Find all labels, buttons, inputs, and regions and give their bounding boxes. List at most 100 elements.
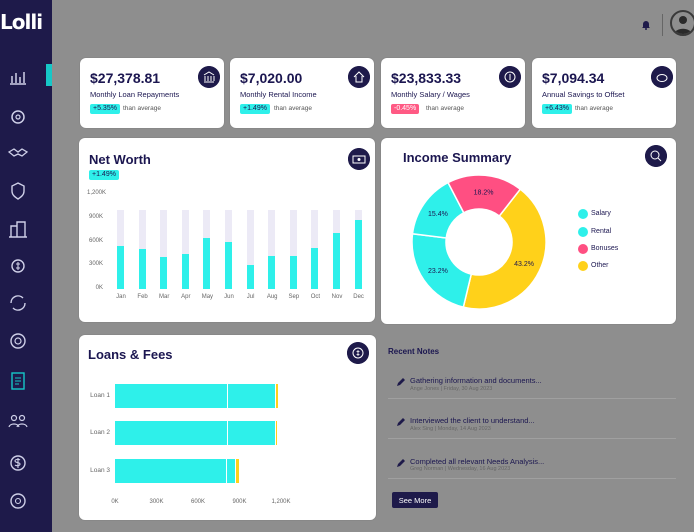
legend-dot-rental xyxy=(578,227,588,237)
team-icon[interactable] xyxy=(7,410,29,432)
x-tick-label: 0K xyxy=(111,499,119,505)
legend-dot-other xyxy=(578,261,588,271)
bar xyxy=(181,254,189,289)
money-icon[interactable] xyxy=(7,255,29,277)
bar xyxy=(354,220,362,289)
income-summary-card: Income Summary 43.2% 23.2% 15.4% 18.2% Sala… xyxy=(381,138,676,324)
legend-label-rental: Rental xyxy=(591,228,612,235)
stat-label: Monthly Salary / Wages xyxy=(391,90,470,99)
note-title[interactable]: Completed all relevant Needs Analysis... xyxy=(410,457,545,466)
stat-card-salary-wages: $23,833.33 Monthly Salary / Wages -0.45%… xyxy=(381,58,525,128)
money-search-icon[interactable] xyxy=(645,145,667,167)
bar xyxy=(289,255,297,289)
x-tick-label: Oct xyxy=(310,294,321,300)
x-tick-label: Apr xyxy=(181,294,191,300)
y-tick-label: 600K xyxy=(88,237,103,244)
note-meta: Alex Sing | Monday, 14 Aug 2023 xyxy=(410,426,491,432)
bar xyxy=(117,246,124,289)
sidebar: Lolli xyxy=(0,0,52,532)
x-tick-label: Mar xyxy=(159,294,170,300)
target-icon[interactable] xyxy=(7,330,29,352)
x-tick-label: Feb xyxy=(137,294,148,300)
bar-chart-icon[interactable] xyxy=(7,66,29,88)
donut-label-salary: 23.2% xyxy=(428,268,448,275)
donut-label-bonuses: 18.2% xyxy=(474,190,494,197)
y-tick-label: Loan 2 xyxy=(90,429,110,436)
trend-badge: +6.43% xyxy=(542,104,572,114)
sidebar-active-indicator xyxy=(46,64,52,86)
dollar-settings-icon[interactable] xyxy=(7,490,29,512)
stat-label: Monthly Loan Repayments xyxy=(90,90,180,99)
loan-bar-segment xyxy=(275,421,277,445)
net-worth-card: Net Worth +1.49% 0K 300K 600K 900K 1,200K Jan… xyxy=(79,138,375,322)
trend-badge: -0.45% xyxy=(391,104,420,114)
income-donut-chart: 43.2% 23.2% 15.4% 18.2% xyxy=(411,174,547,310)
than-average-text: than average xyxy=(123,105,161,112)
than-average-text: than average xyxy=(426,105,464,112)
note-divider xyxy=(388,438,676,439)
note-meta: Greg Norman | Wednesday, 16 Aug 2023 xyxy=(410,466,511,472)
stat-label: Monthly Rental Income xyxy=(240,90,317,99)
loan-bar-segment xyxy=(275,384,279,408)
y-tick-label: 0K xyxy=(95,285,103,291)
bar xyxy=(225,241,232,289)
x-tick-label: Jul xyxy=(246,294,255,300)
bar xyxy=(203,238,211,289)
loan-bar-segment xyxy=(115,459,226,483)
dollar-icon[interactable] xyxy=(7,452,29,474)
bar-background xyxy=(246,209,254,289)
shield-icon[interactable] xyxy=(7,180,29,202)
than-average-text: than average xyxy=(575,105,613,112)
bar-background xyxy=(268,209,276,289)
y-tick-label: 900K xyxy=(88,213,103,220)
x-tick-label: Dec xyxy=(353,294,364,300)
bar xyxy=(246,265,254,289)
stat-value: $27,378.81 xyxy=(90,70,161,86)
stat-card-rental-income: $7,020.00 Monthly Rental Income +1.49% t… xyxy=(230,58,374,128)
bank-icon xyxy=(198,66,220,88)
x-tick-label: 600K xyxy=(190,499,205,505)
bar-background xyxy=(289,209,297,289)
recent-notes-title: Recent Notes xyxy=(388,347,440,356)
dollar-cycle-icon[interactable] xyxy=(347,342,369,364)
net-worth-badge: +1.49% xyxy=(89,170,119,180)
loan-bar-segment xyxy=(115,384,228,408)
see-more-button[interactable]: See More xyxy=(392,492,438,508)
trend-badge: +5.35% xyxy=(90,104,120,114)
donut-slice-bonuses xyxy=(447,174,522,218)
note-title[interactable]: Gathering information and documents... xyxy=(410,376,542,385)
legend-dot-salary xyxy=(578,209,588,219)
donut-slice-other xyxy=(462,188,547,310)
building-icon[interactable] xyxy=(7,218,29,240)
bar-background xyxy=(181,209,189,289)
app-logo: Lolli xyxy=(0,10,43,34)
x-tick-label: 900K xyxy=(232,499,247,505)
loan-bar-segment xyxy=(227,384,276,408)
loan-bar-segment xyxy=(225,459,236,483)
bar xyxy=(160,256,168,289)
piggy-bank-icon xyxy=(651,66,673,88)
user-icon xyxy=(674,16,692,34)
refresh-money-icon[interactable] xyxy=(7,292,29,314)
pencil-icon xyxy=(397,378,405,386)
stat-value: $7,020.00 xyxy=(240,70,303,86)
x-tick-label: Sep xyxy=(288,294,300,300)
x-tick-label: Jan xyxy=(116,294,126,300)
money-bill-icon[interactable] xyxy=(348,148,370,170)
y-tick-label: Loan 1 xyxy=(90,392,110,399)
legend-label-other: Other xyxy=(591,262,609,269)
notification-bell-icon[interactable] xyxy=(640,18,652,30)
document-icon[interactable] xyxy=(7,370,29,392)
handshake-icon[interactable] xyxy=(7,142,29,164)
user-avatar[interactable] xyxy=(670,10,694,36)
trend-badge: +1.49% xyxy=(240,104,270,114)
net-worth-title: Net Worth xyxy=(89,152,151,167)
bar xyxy=(333,232,340,289)
settings-gear-icon[interactable] xyxy=(7,106,29,128)
x-tick-label: Nov xyxy=(331,294,343,300)
note-title[interactable]: Interviewed the client to understand... xyxy=(410,416,535,425)
pencil-icon xyxy=(397,459,405,467)
bar xyxy=(138,249,146,289)
house-icon xyxy=(348,66,370,88)
x-tick-label: 300K xyxy=(149,499,164,505)
